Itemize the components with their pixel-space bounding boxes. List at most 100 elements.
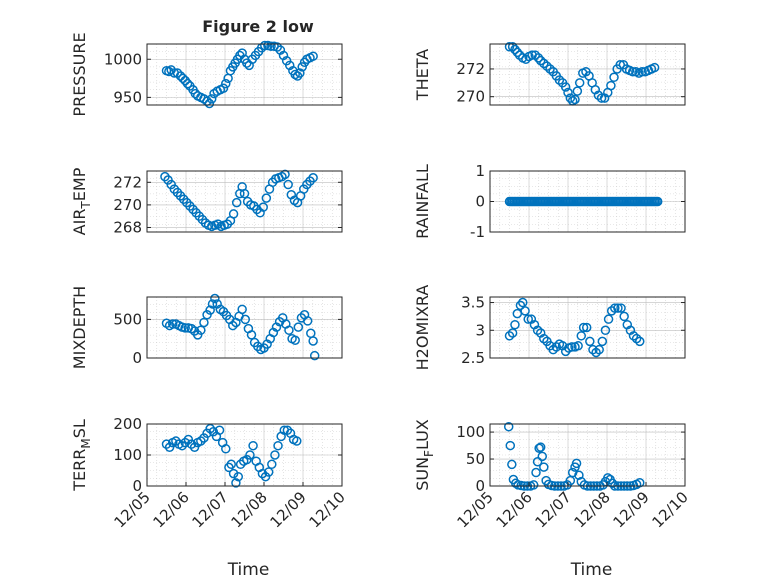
data-point	[253, 341, 263, 352]
data-point	[206, 94, 217, 104]
data-point	[293, 322, 304, 332]
data-point	[180, 437, 190, 448]
data-point	[600, 325, 611, 336]
y-tick-label: 500	[113, 310, 142, 328]
grid	[146, 423, 343, 487]
data-point	[205, 423, 215, 434]
x-tick-label: 12/10	[649, 488, 692, 531]
data-point	[290, 69, 300, 80]
y-tick-label: 272	[456, 60, 485, 78]
x-tick-label: 12/09	[267, 488, 310, 531]
data-point	[594, 344, 604, 355]
subplot-mixdepth: 0 500 MIXDEPTH	[70, 286, 343, 369]
data-point	[581, 322, 592, 333]
data-point	[161, 439, 172, 449]
y-tick-label: 0	[475, 193, 485, 211]
data-point	[292, 436, 302, 446]
y-tick-label: 950	[113, 88, 142, 106]
x-tick-label: 12/08	[571, 488, 614, 531]
data-point	[535, 442, 546, 452]
y-tick-label: 270	[456, 88, 485, 106]
y-tick-label: 3	[475, 321, 485, 339]
grid	[489, 43, 686, 106]
data-point	[239, 188, 250, 199]
data-point	[510, 319, 520, 330]
figure-title: Figure 2 low	[202, 17, 314, 36]
data-point	[182, 78, 193, 89]
data-point	[267, 459, 277, 470]
data-point	[295, 68, 305, 78]
data-point	[237, 48, 247, 58]
data-point	[218, 83, 229, 93]
data-point	[534, 443, 544, 454]
data-point	[280, 169, 290, 180]
data-point	[306, 328, 316, 339]
data-point	[504, 42, 515, 52]
axes-box	[146, 170, 343, 233]
data-point	[248, 440, 258, 451]
data-point	[240, 314, 251, 325]
data-point	[235, 459, 246, 470]
data-point	[613, 303, 623, 313]
x-tick-label: 12/06	[150, 488, 193, 531]
data-point	[210, 293, 220, 304]
x-tick-label: 12/10	[306, 488, 349, 531]
y-axis-label: MIXDEPTH	[70, 286, 89, 369]
data-point	[609, 72, 619, 83]
data-point	[518, 297, 528, 308]
data-point	[627, 66, 638, 77]
y-tick-label: 1000	[104, 50, 142, 68]
y-axis-label: TERRMSL	[70, 419, 93, 492]
data-point	[214, 425, 225, 435]
data-point	[532, 456, 543, 467]
data-point	[297, 62, 307, 72]
data-point	[257, 468, 268, 479]
data-point	[196, 325, 206, 335]
grid	[146, 170, 343, 233]
data-point	[177, 440, 187, 451]
axes-box	[489, 43, 686, 106]
x-tick-label: 12/07	[189, 488, 232, 531]
data-point	[533, 53, 544, 63]
data-point	[563, 87, 573, 98]
data-point	[283, 179, 293, 190]
data-point	[531, 467, 541, 478]
data-point	[603, 473, 613, 483]
data-point	[308, 51, 318, 61]
axes-box	[146, 296, 343, 359]
data-point	[258, 202, 268, 212]
x-tick-label: 12/06	[493, 488, 536, 531]
data-point	[228, 320, 238, 331]
data-point	[237, 304, 247, 315]
data-point	[597, 336, 608, 347]
y-tick-label: 272	[113, 173, 142, 191]
y-tick-label: 100	[113, 446, 142, 464]
y-tick-label: 50	[466, 450, 485, 468]
data-point	[199, 317, 209, 328]
data-point	[528, 480, 539, 490]
data-point	[635, 336, 645, 347]
grid	[489, 423, 686, 487]
subplot-pressure: 950 1000 PRESSURE	[70, 32, 343, 117]
data-point	[273, 440, 283, 451]
x-axis-label: Time	[570, 560, 613, 580]
data-point	[505, 440, 516, 451]
data-point	[619, 311, 629, 322]
data-point	[180, 323, 190, 333]
data-point	[302, 316, 313, 326]
data-point	[635, 478, 645, 488]
data-point	[207, 299, 218, 309]
subplot-rainfall: -1 0 1 RAINFALL	[413, 162, 686, 241]
data-point	[266, 41, 276, 52]
data-point	[565, 93, 576, 103]
data-point	[228, 468, 239, 479]
data-point	[308, 336, 318, 346]
data-point	[233, 471, 244, 482]
data-point	[578, 322, 589, 333]
data-point	[171, 436, 181, 446]
subplot-terr-msl: 0100200TERRMSL12/0512/0612/0712/0812/091…	[70, 415, 349, 580]
data-point	[282, 425, 293, 435]
data-point	[290, 335, 300, 345]
data-point	[507, 459, 517, 470]
